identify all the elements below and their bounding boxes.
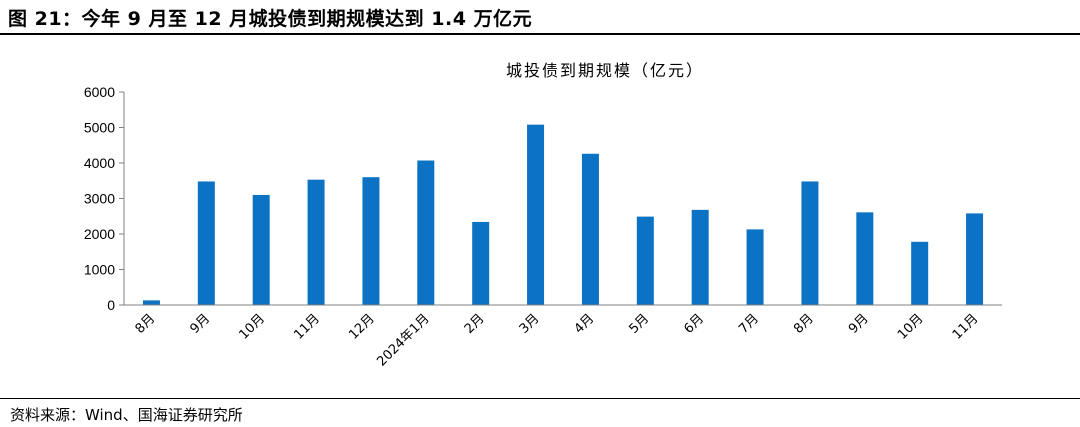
y-tick-label: 6000	[84, 84, 115, 100]
x-tick-label: 10月	[237, 311, 268, 342]
x-tick-label: 8月	[791, 311, 817, 337]
bottom-rule	[0, 398, 1080, 399]
y-tick-label: 3000	[84, 191, 115, 207]
x-tick-label: 9月	[187, 311, 213, 337]
y-axis: 0 1000 2000 3000 4000 5000 6000	[84, 84, 125, 313]
x-tick-label: 10月	[895, 311, 926, 342]
figure-title: 图 21：今年 9 月至 12 月城投债到期规模达到 1.4 万亿元	[8, 8, 533, 30]
bar	[966, 213, 984, 305]
bar	[746, 229, 764, 305]
y-tick-label: 1000	[84, 262, 115, 278]
top-rule	[0, 33, 1080, 35]
bar	[142, 300, 160, 305]
bar	[636, 216, 654, 305]
x-tick-label: 8月	[133, 311, 159, 337]
bar	[472, 221, 490, 305]
bar	[581, 153, 599, 305]
x-tick-label: 5月	[626, 311, 652, 337]
y-tick-label: 4000	[84, 155, 115, 171]
y-tick-label: 2000	[84, 226, 115, 242]
bar	[801, 181, 819, 305]
x-tick-label: 7月	[736, 311, 762, 337]
source-note: 资料来源：Wind、国海证券研究所	[10, 406, 243, 424]
y-tick-label: 5000	[84, 120, 115, 136]
x-tick-label: 6月	[681, 311, 707, 337]
x-tick-label: 2月	[462, 311, 488, 337]
bar	[691, 209, 709, 305]
x-tick-label: 2024年1月	[374, 311, 432, 369]
x-tick-label: 4月	[572, 311, 598, 337]
x-tick-label: 9月	[846, 311, 872, 337]
bar	[417, 160, 435, 305]
chart-title: 城投债到期规模（亿元）	[506, 61, 704, 80]
bar	[252, 194, 270, 305]
bar	[911, 241, 929, 305]
bar	[362, 177, 380, 305]
bar	[527, 124, 545, 305]
y-tick-label: 0	[107, 297, 115, 313]
x-tick-label: 12月	[346, 311, 377, 342]
bar	[307, 179, 325, 305]
bars	[142, 124, 984, 305]
bar	[197, 181, 215, 305]
bar	[856, 212, 874, 305]
x-tick-label: 11月	[291, 311, 322, 342]
x-tick-label: 11月	[950, 311, 981, 342]
x-tick-label: 3月	[517, 311, 543, 337]
